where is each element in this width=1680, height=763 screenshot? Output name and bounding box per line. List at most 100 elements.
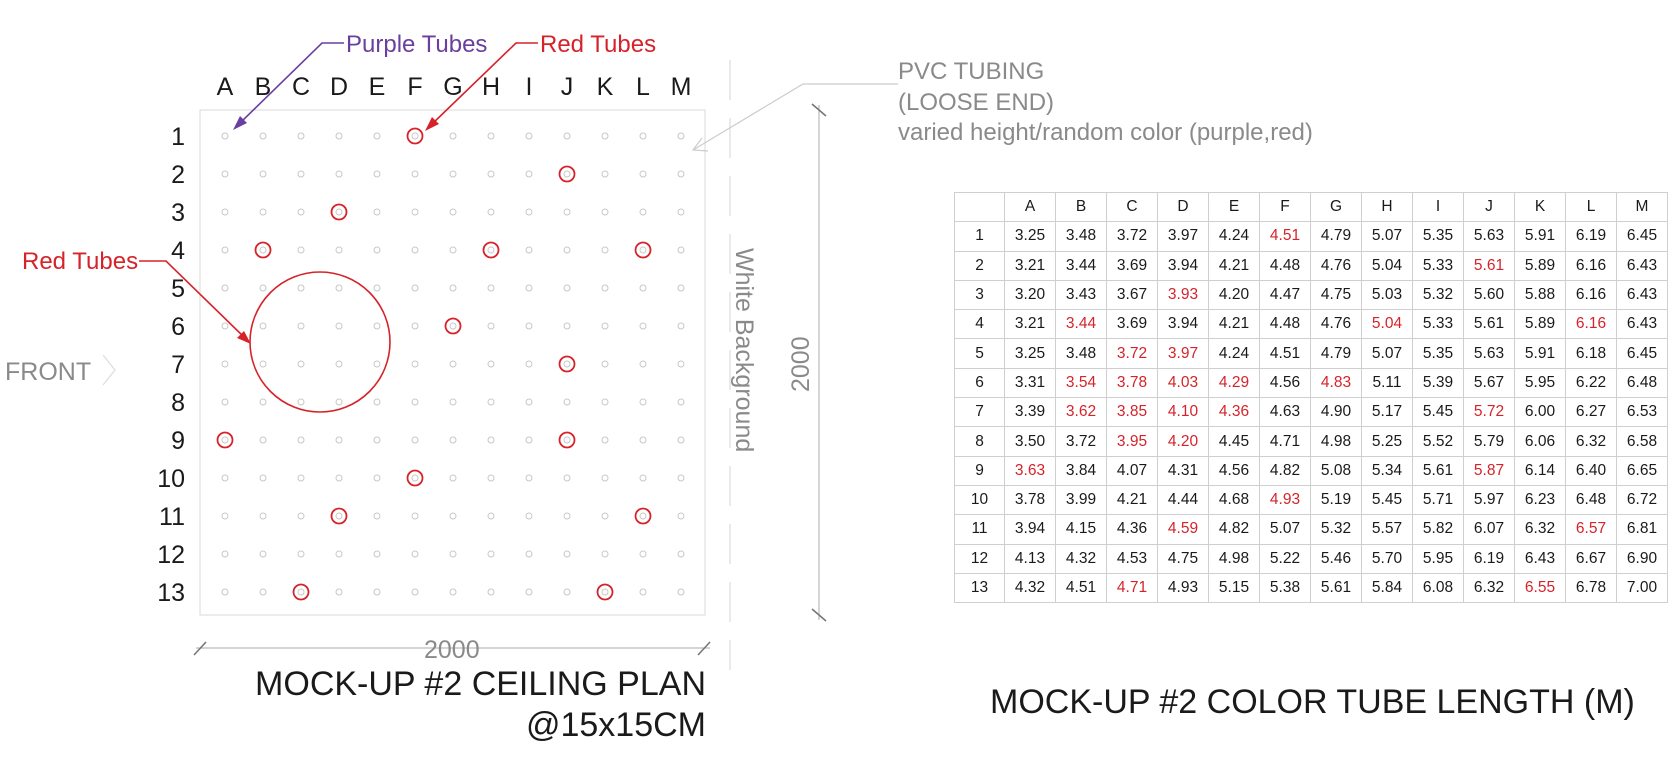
- grid-point: [563, 284, 571, 292]
- purple-tubes-leader: [237, 42, 344, 126]
- table-cell: 4.48: [1259, 250, 1311, 281]
- table-row: 9 3.63 3.84 4.07 4.31 4.56 4.82 5.08 5.34 5.61 5.8…: [954, 455, 1668, 486]
- grid-point: [677, 322, 685, 330]
- table-cell: 4.36: [1208, 397, 1260, 428]
- table-cell: 5.46: [1310, 543, 1362, 574]
- grid-point: [335, 588, 343, 596]
- grid-point: [525, 398, 533, 406]
- grid-point: [259, 132, 267, 140]
- table-cell: 6.07: [1463, 514, 1515, 545]
- grid-point: [449, 436, 457, 444]
- grid-point: [601, 284, 609, 292]
- grid-point: [639, 398, 647, 406]
- table-column-header: C: [1106, 191, 1158, 223]
- grid-point: [297, 132, 305, 140]
- red-tube-marker: [292, 583, 310, 601]
- vertical-dimension-value: 2000: [787, 336, 815, 392]
- purple-tubes-label: Purple Tubes: [346, 31, 487, 58]
- grid-point: [525, 436, 533, 444]
- red-tubes-top-arrowhead: [425, 117, 439, 131]
- table-column-header: K: [1514, 191, 1566, 223]
- grid-point: [563, 132, 571, 140]
- grid-point: [677, 512, 685, 520]
- table-cell: 6.57: [1565, 514, 1617, 545]
- table-column-header: H: [1361, 191, 1413, 223]
- table-cell: 3.54: [1055, 367, 1107, 399]
- plan-column-label: K: [597, 73, 614, 101]
- grid-point: [677, 170, 685, 178]
- table-cell: 5.97: [1463, 484, 1515, 516]
- table-cell: 4.29: [1208, 367, 1260, 399]
- grid-point: [297, 436, 305, 444]
- table-cell: 5.39: [1412, 367, 1464, 399]
- table-cell: 4.98: [1208, 543, 1260, 574]
- table-cell: 6.32: [1565, 426, 1617, 457]
- table-cell: 5.95: [1514, 367, 1566, 399]
- ceiling-plan-border: [199, 109, 706, 616]
- grid-point: [297, 322, 305, 330]
- table-cell: 5.35: [1412, 338, 1464, 369]
- table-cell: 5.67: [1463, 367, 1515, 399]
- table-cell: 4.79: [1310, 338, 1362, 369]
- table-corner-cell: [954, 191, 1005, 223]
- table-cell: 4.10: [1157, 397, 1209, 428]
- table-cell: 3.63: [1004, 455, 1056, 486]
- pvc-tubing-leader: [692, 83, 898, 151]
- grid-point: [335, 550, 343, 558]
- grid-point: [411, 360, 419, 368]
- table-cell: 3.50: [1004, 426, 1056, 457]
- grid-point: [563, 322, 571, 330]
- table-cell: 6.43: [1616, 279, 1668, 311]
- grid-point: [373, 398, 381, 406]
- grid-point: [373, 246, 381, 254]
- table-row-header: 5: [954, 338, 1005, 369]
- table-row: 7 3.39 3.62 3.85 4.10 4.36 4.63 4.90 5.17 5.45 5.7…: [954, 397, 1668, 428]
- table-cell: 4.13: [1004, 543, 1056, 574]
- table-cell: 3.72: [1106, 221, 1158, 252]
- grid-point: [297, 550, 305, 558]
- grid-point: [677, 436, 685, 444]
- grid-point: [563, 208, 571, 216]
- table-cell: 4.15: [1055, 514, 1107, 545]
- table-cell: 5.32: [1310, 514, 1362, 545]
- grid-point: [639, 474, 647, 482]
- plan-column-label: I: [526, 73, 533, 101]
- grid-point: [335, 284, 343, 292]
- table-cell: 6.43: [1616, 250, 1668, 281]
- grid-point: [411, 588, 419, 596]
- table-row: 11 3.94 4.15 4.36 4.59 4.82 5.07 5.32 5.57 5.82 6.…: [954, 514, 1668, 545]
- table-cell: 4.21: [1208, 309, 1260, 340]
- table-cell: 6.19: [1565, 221, 1617, 252]
- grid-point: [525, 170, 533, 178]
- table-cell: 6.23: [1514, 484, 1566, 516]
- table-cell: 5.07: [1259, 514, 1311, 545]
- front-label: FRONT: [5, 358, 91, 386]
- table-cell: 5.61: [1463, 250, 1515, 281]
- red-tube-marker: [558, 355, 576, 373]
- grid-point: [639, 322, 647, 330]
- grid-point: [449, 132, 457, 140]
- red-tubes-left-arrowhead: [237, 331, 251, 344]
- grid-point: [677, 398, 685, 406]
- table-row-header: 7: [954, 397, 1005, 428]
- grid-point: [221, 512, 229, 520]
- plan-row-label: 7: [171, 351, 185, 379]
- table-cell: 5.61: [1412, 455, 1464, 486]
- grid-point: [373, 284, 381, 292]
- table-cell: 5.60: [1463, 279, 1515, 311]
- plan-row-label: 8: [171, 389, 185, 417]
- grid-point: [221, 132, 229, 140]
- table-cell: 3.94: [1004, 514, 1056, 545]
- grid-point: [449, 246, 457, 254]
- grid-point: [563, 550, 571, 558]
- table-row-header: 13: [954, 572, 1005, 604]
- tube-length-table-title: MOCK-UP #2 COLOR TUBE LENGTH (M): [990, 683, 1635, 721]
- grid-point: [639, 550, 647, 558]
- red-tube-marker: [558, 431, 576, 449]
- grid-point: [335, 436, 343, 444]
- table-cell: 4.93: [1157, 572, 1209, 604]
- red-tubes-top-leader: [429, 42, 538, 127]
- table-row: 10 3.78 3.99 4.21 4.44 4.68 4.93 5.19 5.45 5.71 5.…: [954, 484, 1668, 516]
- grid-point: [411, 474, 419, 482]
- grid-point: [487, 284, 495, 292]
